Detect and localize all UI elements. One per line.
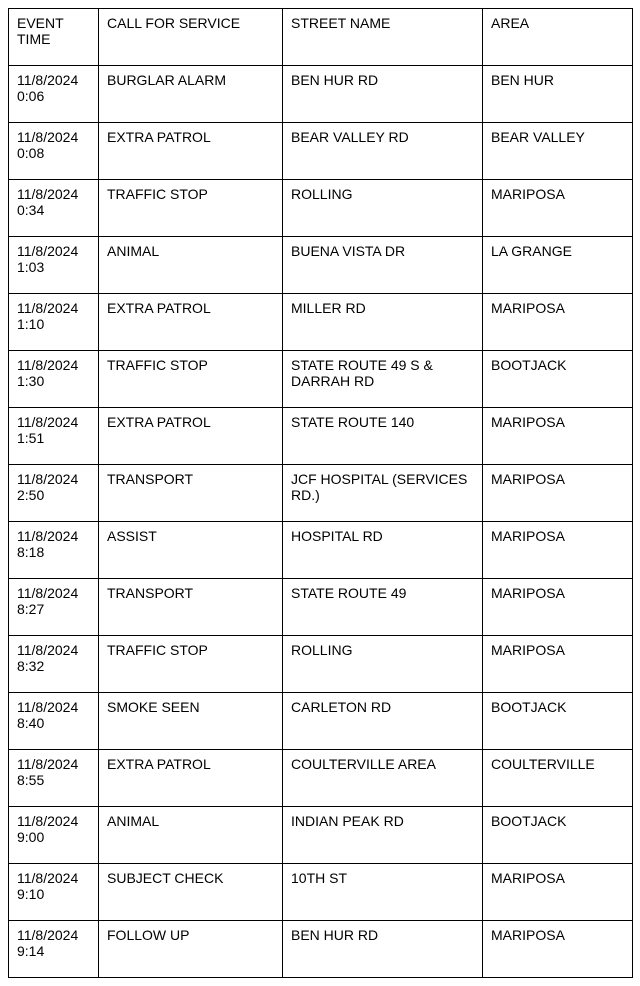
table-body: 11/8/2024 0:06BURGLAR ALARMBEN HUR RDBEN… — [9, 66, 633, 978]
cell: 11/8/2024 9:00 — [9, 807, 99, 864]
cell: 11/8/2024 8:18 — [9, 522, 99, 579]
cell: TRAFFIC STOP — [99, 636, 283, 693]
cell: 11/8/2024 1:10 — [9, 294, 99, 351]
cell: BUENA VISTA DR — [283, 237, 483, 294]
cell: 11/8/2024 0:34 — [9, 180, 99, 237]
cell: ANIMAL — [99, 807, 283, 864]
cell: 10TH ST — [283, 864, 483, 921]
cell: MARIPOSA — [483, 636, 633, 693]
table-row: 11/8/2024 2:50TRANSPORTJCF HOSPITAL (SER… — [9, 465, 633, 522]
cell: BEAR VALLEY — [483, 123, 633, 180]
cell: 11/8/2024 1:03 — [9, 237, 99, 294]
cell: MARIPOSA — [483, 294, 633, 351]
cell: 11/8/2024 1:51 — [9, 408, 99, 465]
table-row: 11/8/2024 8:18ASSISTHOSPITAL RDMARIPOSA — [9, 522, 633, 579]
cell: SMOKE SEEN — [99, 693, 283, 750]
cell: BEAR VALLEY RD — [283, 123, 483, 180]
cell: MILLER RD — [283, 294, 483, 351]
header-row: EVENT TIME CALL FOR SERVICE STREET NAME … — [9, 9, 633, 66]
table-row: 11/8/2024 1:10EXTRA PATROLMILLER RDMARIP… — [9, 294, 633, 351]
cell: EXTRA PATROL — [99, 750, 283, 807]
cell: ROLLING — [283, 636, 483, 693]
cell: STATE ROUTE 140 — [283, 408, 483, 465]
table-row: 11/8/2024 1:30TRAFFIC STOPSTATE ROUTE 49… — [9, 351, 633, 408]
cell: TRANSPORT — [99, 579, 283, 636]
cell: TRANSPORT — [99, 465, 283, 522]
cell: EXTRA PATROL — [99, 294, 283, 351]
table-row: 11/8/2024 1:51EXTRA PATROLSTATE ROUTE 14… — [9, 408, 633, 465]
table-header: EVENT TIME CALL FOR SERVICE STREET NAME … — [9, 9, 633, 66]
cell: COULTERVILLE — [483, 750, 633, 807]
table-row: 11/8/2024 9:14FOLLOW UPBEN HUR RDMARIPOS… — [9, 921, 633, 978]
cell: 11/8/2024 0:06 — [9, 66, 99, 123]
cell: MARIPOSA — [483, 522, 633, 579]
cell: BOOTJACK — [483, 693, 633, 750]
table-row: 11/8/2024 9:10SUBJECT CHECK10TH STMARIPO… — [9, 864, 633, 921]
table-row: 11/8/2024 0:06BURGLAR ALARMBEN HUR RDBEN… — [9, 66, 633, 123]
cell: BOOTJACK — [483, 351, 633, 408]
cell: LA GRANGE — [483, 237, 633, 294]
cell: MARIPOSA — [483, 408, 633, 465]
table-row: 11/8/2024 8:40SMOKE SEENCARLETON RDBOOTJ… — [9, 693, 633, 750]
cell: 11/8/2024 8:40 — [9, 693, 99, 750]
cell: 11/8/2024 8:32 — [9, 636, 99, 693]
col-street-name: STREET NAME — [283, 9, 483, 66]
cell: JCF HOSPITAL (SERVICES RD.) — [283, 465, 483, 522]
cell: HOSPITAL RD — [283, 522, 483, 579]
cell: EXTRA PATROL — [99, 408, 283, 465]
cell: COULTERVILLE AREA — [283, 750, 483, 807]
cell: 11/8/2024 0:08 — [9, 123, 99, 180]
cell: MARIPOSA — [483, 921, 633, 978]
cell: MARIPOSA — [483, 579, 633, 636]
cell: BEN HUR RD — [283, 66, 483, 123]
col-event-time: EVENT TIME — [9, 9, 99, 66]
col-call-for-service: CALL FOR SERVICE — [99, 9, 283, 66]
table-row: 11/8/2024 8:27TRANSPORTSTATE ROUTE 49MAR… — [9, 579, 633, 636]
cell: 11/8/2024 1:30 — [9, 351, 99, 408]
cell: 11/8/2024 8:27 — [9, 579, 99, 636]
cell: BURGLAR ALARM — [99, 66, 283, 123]
table-row: 11/8/2024 0:34TRAFFIC STOPROLLINGMARIPOS… — [9, 180, 633, 237]
cell: STATE ROUTE 49 S & DARRAH RD — [283, 351, 483, 408]
cell: BEN HUR — [483, 66, 633, 123]
table-row: 11/8/2024 8:55EXTRA PATROLCOULTERVILLE A… — [9, 750, 633, 807]
cell: MARIPOSA — [483, 180, 633, 237]
cell: ASSIST — [99, 522, 283, 579]
cell: ROLLING — [283, 180, 483, 237]
table-row: 11/8/2024 9:00ANIMALINDIAN PEAK RDBOOTJA… — [9, 807, 633, 864]
cell: BEN HUR RD — [283, 921, 483, 978]
cell: BOOTJACK — [483, 807, 633, 864]
cell: FOLLOW UP — [99, 921, 283, 978]
cell: TRAFFIC STOP — [99, 180, 283, 237]
cell: STATE ROUTE 49 — [283, 579, 483, 636]
table-row: 11/8/2024 0:08EXTRA PATROLBEAR VALLEY RD… — [9, 123, 633, 180]
table-row: 11/8/2024 8:32TRAFFIC STOPROLLINGMARIPOS… — [9, 636, 633, 693]
table-row: 11/8/2024 1:03ANIMALBUENA VISTA DRLA GRA… — [9, 237, 633, 294]
cell: 11/8/2024 9:14 — [9, 921, 99, 978]
cell: SUBJECT CHECK — [99, 864, 283, 921]
cell: MARIPOSA — [483, 465, 633, 522]
cell: 11/8/2024 2:50 — [9, 465, 99, 522]
dispatch-log-table: EVENT TIME CALL FOR SERVICE STREET NAME … — [8, 8, 633, 978]
cell: ANIMAL — [99, 237, 283, 294]
cell: EXTRA PATROL — [99, 123, 283, 180]
cell: 11/8/2024 9:10 — [9, 864, 99, 921]
cell: CARLETON RD — [283, 693, 483, 750]
cell: INDIAN PEAK RD — [283, 807, 483, 864]
cell: TRAFFIC STOP — [99, 351, 283, 408]
col-area: AREA — [483, 9, 633, 66]
cell: 11/8/2024 8:55 — [9, 750, 99, 807]
cell: MARIPOSA — [483, 864, 633, 921]
